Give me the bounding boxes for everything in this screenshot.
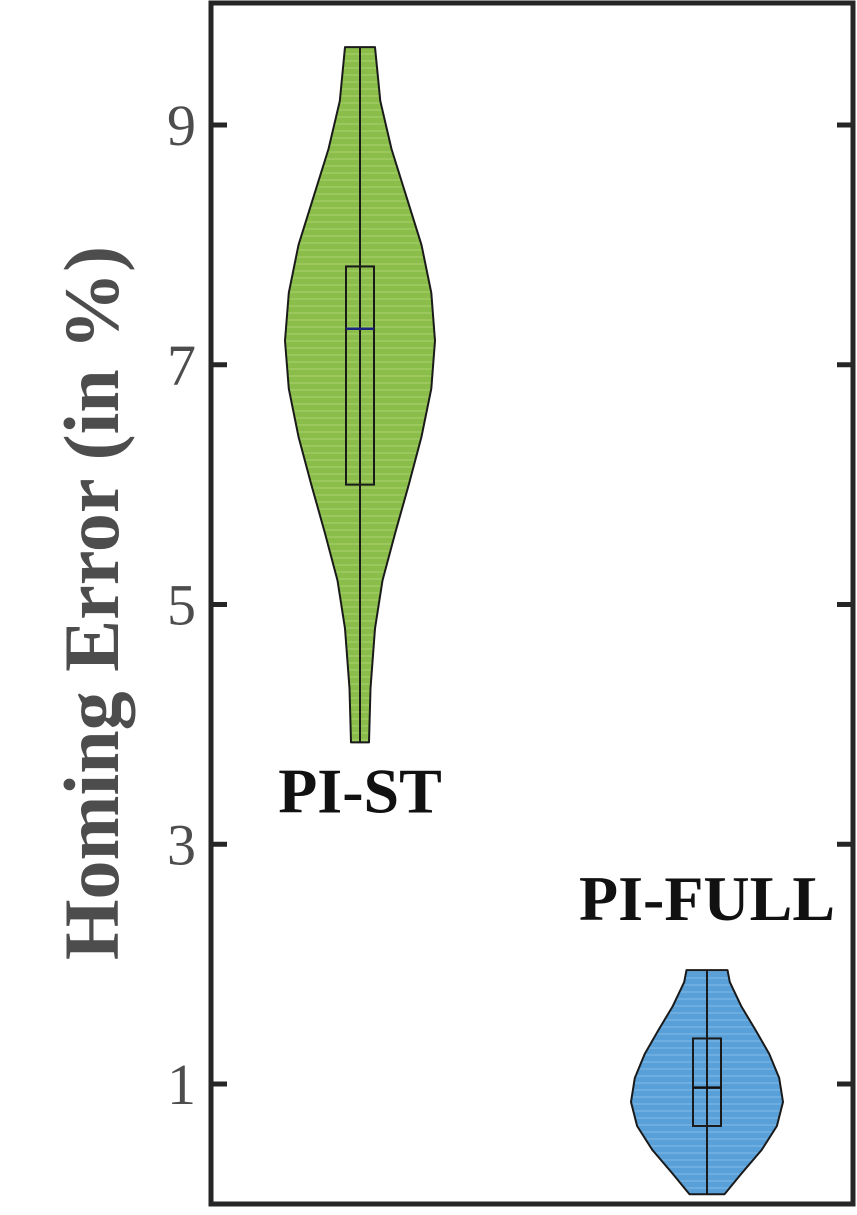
violin-box: [692, 1037, 722, 1127]
plot-area-frame: [208, 0, 856, 1207]
violin-pi-full: PI-FULL: [579, 863, 835, 1196]
violin-label-pi-full: PI-FULL: [579, 863, 835, 934]
y-tick-label: 3: [167, 812, 196, 877]
violins: PI-ST PI-FULL: [278, 46, 835, 1196]
y-tick-label: 5: [167, 573, 196, 638]
y-tick-label: 9: [167, 93, 196, 158]
y-axis-ticks: 1 3 5 7 9: [167, 93, 853, 1117]
y-tick-label: 1: [167, 1052, 196, 1117]
violin-box: [345, 265, 375, 486]
violin-label-pi-st: PI-ST: [278, 755, 442, 826]
y-axis-label: Homing Error (in %): [48, 246, 135, 960]
y-tick-label: 7: [167, 333, 196, 398]
violin-pi-st: PI-ST: [278, 46, 442, 826]
